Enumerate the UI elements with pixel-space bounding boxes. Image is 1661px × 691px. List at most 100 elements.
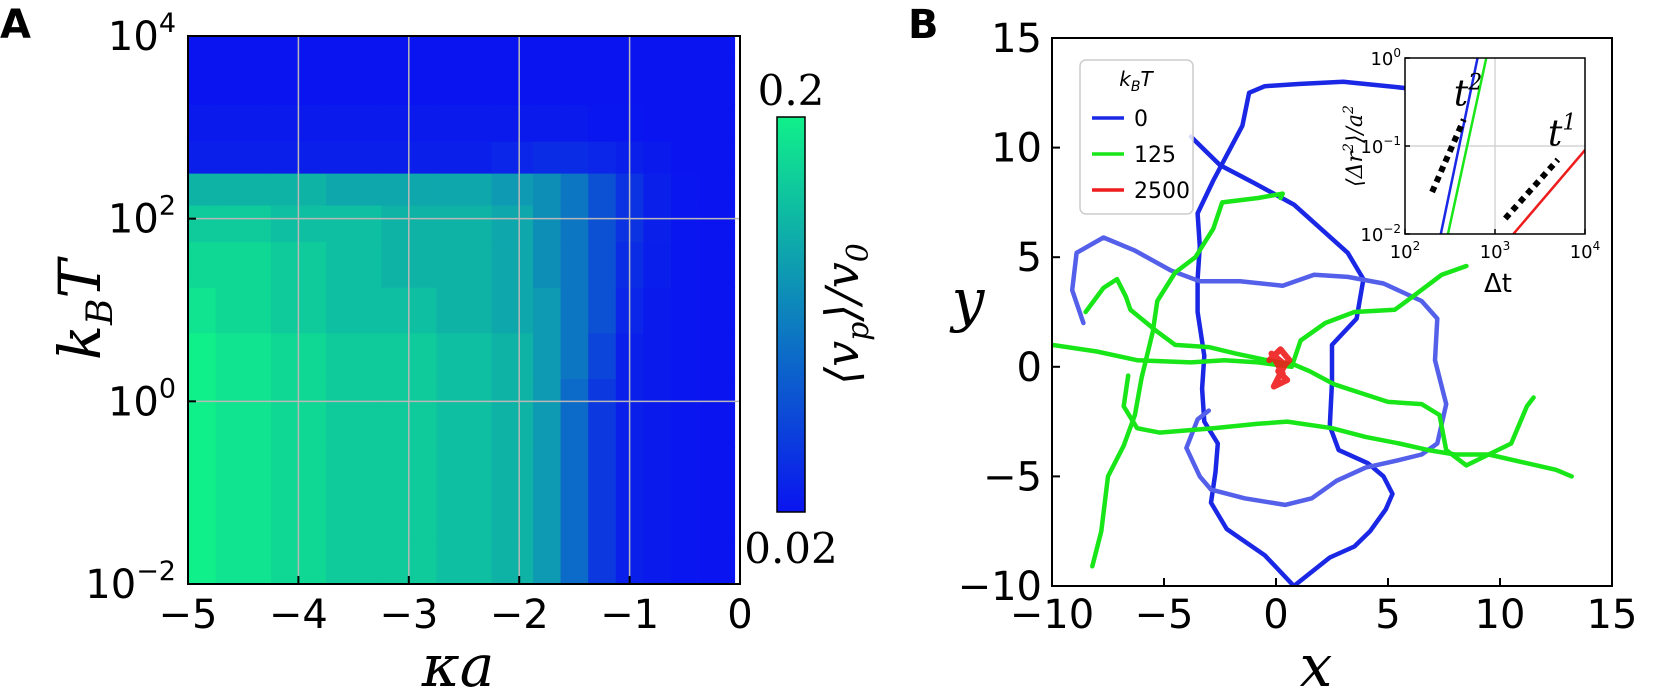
heatmap-cell <box>491 58 534 106</box>
heatmap-cell <box>215 36 272 60</box>
heatmap-cell <box>588 538 617 584</box>
heatmap-cell <box>720 287 736 334</box>
heatmap-cell <box>671 538 700 584</box>
inset-y-tick-label-base: 10 <box>1370 49 1393 70</box>
heatmap-cell <box>491 36 534 60</box>
heatmap-cell <box>215 58 272 106</box>
heatmap-cell <box>188 332 217 380</box>
heatmap-cell <box>533 58 562 106</box>
heatmap-cell <box>643 447 672 539</box>
heatmap-cell <box>436 538 493 584</box>
inset-x-tick-label-base: 10 <box>1570 242 1593 263</box>
heatmap-x-tick-label: −1 <box>600 592 659 638</box>
heatmap-cell <box>560 104 589 142</box>
heatmap-cell <box>698 36 722 60</box>
trajectory-y-tick-label: 10 <box>991 126 1042 172</box>
heatmap-cell <box>588 447 617 539</box>
inset-guide-label-exp: 2 <box>1467 71 1482 96</box>
inset-msd-line <box>1512 149 1585 234</box>
heatmap-cell <box>560 173 589 206</box>
heatmap-cell <box>588 241 617 288</box>
heatmap-cell <box>436 173 493 206</box>
heatmap-cell <box>643 204 672 243</box>
heatmap-cell <box>588 378 617 448</box>
trajectory-x-tick-label: 10 <box>1475 592 1526 638</box>
heatmap-cell <box>326 538 382 584</box>
heatmap-cell <box>436 204 493 243</box>
heatmap-cell <box>720 58 736 106</box>
heatmap-cell <box>188 204 217 243</box>
heatmap-cell <box>491 447 534 539</box>
heatmap-cell <box>671 141 700 174</box>
heatmap-cell <box>671 378 700 448</box>
inset-y-tick-label-exp: −1 <box>1383 134 1401 148</box>
heatmap-cell <box>326 241 382 288</box>
heatmap-cell <box>533 141 562 174</box>
heatmap-cell <box>533 332 562 380</box>
heatmap-cell <box>643 538 672 584</box>
heatmap-cell <box>588 173 617 206</box>
heatmap-cell <box>643 36 672 60</box>
inset-y-label: ⟨Δr2⟩/a2 <box>1341 105 1368 187</box>
heatmap-cell <box>643 141 672 174</box>
legend-entry-label: 0 <box>1134 107 1148 132</box>
heatmap-cell <box>436 104 493 142</box>
heatmap-cell <box>533 287 562 334</box>
heatmap-y-tick-label: 100 <box>108 373 176 425</box>
heatmap-cell <box>671 104 700 142</box>
inset-y-tick-label-base: 10 <box>1360 225 1383 246</box>
heatmap-cell <box>215 173 272 206</box>
inset-guide-label: t1 <box>1548 111 1576 155</box>
heatmap-cell <box>326 36 382 60</box>
heatmap-cell <box>643 332 672 380</box>
heatmap-cell <box>188 287 217 334</box>
colorbar-label: ⟨vp⟩/v0 <box>815 243 876 385</box>
inset-guide-line <box>1429 118 1467 194</box>
heatmap-y-tick-label-base: 10 <box>85 562 136 608</box>
colorbar-max-label: 0.2 <box>758 66 825 115</box>
heatmap-cell <box>560 58 589 106</box>
heatmap-cell <box>215 204 272 243</box>
heatmap-cell <box>643 378 672 448</box>
trajectory-x-ticks: −10 −5 0 5 10 15 <box>1010 578 1637 638</box>
trajectory-line <box>1266 346 1293 390</box>
heatmap-cell <box>188 141 217 174</box>
inset-y-tick-label: 10−1 <box>1360 134 1401 158</box>
inset-x-tick-label-exp: 4 <box>1593 239 1601 253</box>
heatmap-cell <box>643 241 672 288</box>
heatmap-y-tick-label-exp: 0 <box>159 373 176 404</box>
heatmap-cell <box>491 204 534 243</box>
heatmap-cell <box>671 36 700 60</box>
heatmap-cell <box>698 173 722 206</box>
heatmap-cell <box>671 241 700 288</box>
heatmap-cell <box>720 204 736 243</box>
heatmap-cells <box>188 36 736 584</box>
heatmap-cell <box>720 538 736 584</box>
heatmap-cell <box>671 173 700 206</box>
heatmap-cell <box>533 204 562 243</box>
inset-guide-label: t2 <box>1454 71 1482 115</box>
heatmap-cell <box>436 332 493 380</box>
trajectory-line <box>1090 191 1285 569</box>
heatmap-cell <box>560 332 589 380</box>
heatmap-cell <box>698 287 722 334</box>
heatmap-cell <box>671 287 700 334</box>
heatmap-cell <box>326 204 382 243</box>
heatmap-cell <box>588 204 617 243</box>
heatmap-cell <box>215 104 272 142</box>
trajectory-frame <box>1051 37 1613 587</box>
trajectory-line <box>1069 235 1449 508</box>
heatmap-x-tick-label: −5 <box>159 592 218 638</box>
panel-b-label: B <box>908 2 939 48</box>
heatmap-y-tick-label: 10−2 <box>85 556 176 608</box>
heatmap-cell <box>588 141 617 174</box>
trajectory-line <box>1188 134 1395 586</box>
heatmap-cell <box>436 241 493 288</box>
heatmap-y-tick-label-exp: 2 <box>159 191 176 222</box>
heatmap-y-tick-label: 102 <box>108 191 176 243</box>
trajectory-x-tick-label: 5 <box>1375 592 1400 638</box>
inset-guide-label-exp: 1 <box>1562 111 1576 136</box>
heatmap-cell <box>698 104 722 142</box>
